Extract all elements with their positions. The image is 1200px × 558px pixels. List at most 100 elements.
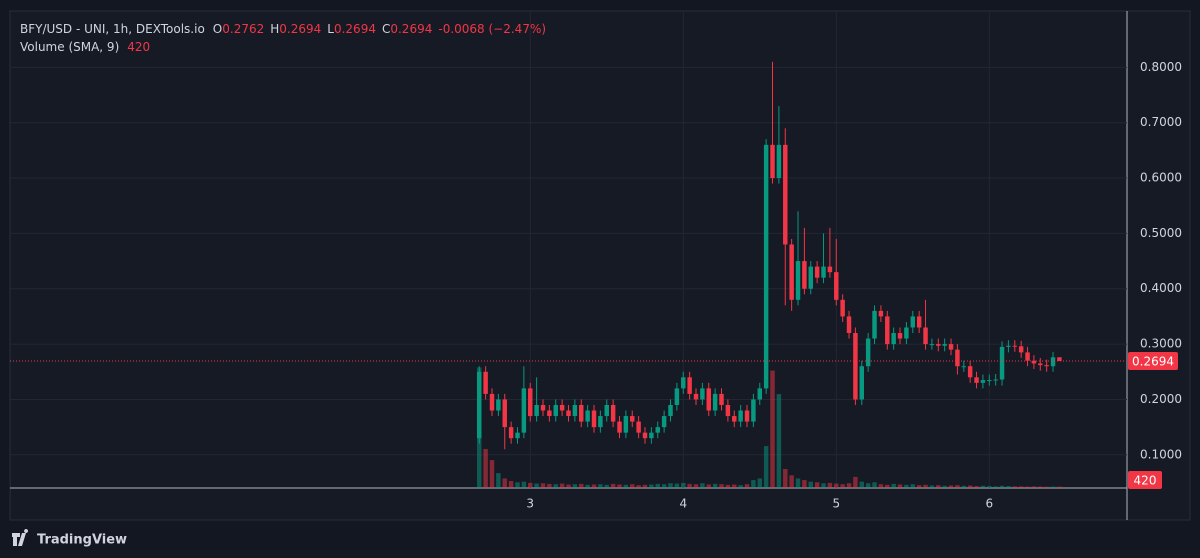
volume-value-label: 420 xyxy=(1134,474,1157,488)
volume-bar xyxy=(955,485,960,488)
brand-name: TradingView xyxy=(37,533,127,548)
candle-body xyxy=(751,399,756,422)
volume-bar xyxy=(802,480,807,488)
ohlc-label: O xyxy=(213,22,222,36)
candle-body xyxy=(891,333,896,345)
x-tick-label: 4 xyxy=(679,497,687,511)
candle-body xyxy=(566,410,571,417)
volume-bar xyxy=(885,484,890,488)
candle-body xyxy=(916,316,922,328)
candle-body xyxy=(942,344,947,346)
volume-bar xyxy=(521,481,527,488)
candle-body xyxy=(859,366,865,400)
y-tick-label: 0.2000 xyxy=(1140,392,1182,406)
y-tick-label: 0.7000 xyxy=(1140,115,1182,129)
candle-body xyxy=(834,272,839,300)
volume-bar xyxy=(725,484,731,488)
volume-bar xyxy=(789,475,794,488)
candle-body xyxy=(865,338,871,367)
volume-bar xyxy=(859,481,865,488)
candle-body xyxy=(693,393,699,400)
volume-bar xyxy=(783,468,788,488)
volume-bar xyxy=(585,484,590,488)
candle-body xyxy=(808,266,814,289)
candle-body xyxy=(929,344,935,346)
volume-bar xyxy=(706,484,711,488)
volume-bar xyxy=(993,486,998,488)
ohlc-value: 0.2694 xyxy=(279,22,321,36)
legend-line: BFY/USD - UNI, 1h, DEXTools.io O0.2762 H0.… xyxy=(20,22,546,36)
candle-body xyxy=(1012,345,1018,347)
volume-bar xyxy=(948,485,954,488)
volume-bar xyxy=(591,484,597,488)
candle-body xyxy=(681,377,686,389)
candle-body xyxy=(623,416,629,433)
ohlc-value: 0.2694 xyxy=(334,22,376,36)
ohlc-label: C xyxy=(382,22,390,36)
candle-body xyxy=(610,404,616,422)
candle-body xyxy=(706,388,711,411)
branding: TradingView xyxy=(12,529,127,548)
candle-body xyxy=(521,388,527,433)
candle-body xyxy=(540,404,546,411)
candle-body xyxy=(1031,360,1037,364)
candle-body xyxy=(483,371,488,394)
candle-body xyxy=(725,404,731,417)
candle-body xyxy=(1044,365,1049,367)
volume-bar xyxy=(1012,486,1018,488)
candle-body xyxy=(783,144,788,245)
volume-value-box xyxy=(1128,471,1162,489)
candle-body xyxy=(872,310,877,339)
volume-bar xyxy=(636,485,641,488)
volume-bar xyxy=(967,485,973,488)
candle-body xyxy=(604,404,609,417)
volume-bar xyxy=(936,485,941,488)
candle-body xyxy=(757,388,762,400)
volume-bar xyxy=(496,473,501,488)
candle-body xyxy=(1018,346,1024,353)
x-tick-label: 6 xyxy=(985,497,993,511)
volume-bar xyxy=(579,483,584,488)
ohlc-label: L xyxy=(327,22,334,36)
x-tick-label: 5 xyxy=(832,497,840,511)
volume-bar xyxy=(821,483,826,488)
candle-body xyxy=(642,432,648,439)
candle-body xyxy=(993,379,998,381)
volume-bar xyxy=(553,484,558,488)
volume-bar xyxy=(961,485,967,488)
volume-bar xyxy=(834,483,839,488)
volume-bar xyxy=(693,484,699,488)
candle-body xyxy=(948,344,954,350)
y-tick-label: 0.8000 xyxy=(1140,60,1182,74)
candle-body xyxy=(999,346,1005,380)
volume-bar xyxy=(929,485,935,488)
candle-body xyxy=(1057,357,1062,362)
volume-bar xyxy=(916,485,922,488)
candle-body xyxy=(477,371,482,439)
candle-body xyxy=(827,266,833,273)
volume-bar xyxy=(776,394,782,488)
volume-bar xyxy=(1006,486,1011,488)
y-tick-label: 0.5000 xyxy=(1140,226,1182,240)
volume-bar xyxy=(547,483,552,488)
change: -0.0068 (−2.47%) xyxy=(438,22,546,36)
volume-bar xyxy=(687,483,692,488)
volume-bar xyxy=(559,483,565,488)
volume-bar xyxy=(534,483,539,488)
volume-bar xyxy=(910,484,916,488)
candle-body xyxy=(553,404,558,417)
volume-bar xyxy=(980,485,986,488)
candle-body xyxy=(515,432,520,439)
candle-body xyxy=(987,380,992,382)
candle-body xyxy=(496,399,501,411)
volume-legend-line: Volume (SMA, 9) 420 xyxy=(20,40,150,54)
candle-body xyxy=(1025,352,1030,361)
y-tick-label: 0.3000 xyxy=(1140,337,1182,351)
volume-bar xyxy=(1050,486,1056,488)
volume-bar xyxy=(891,483,896,488)
candle-body xyxy=(1006,345,1011,347)
volume-bar xyxy=(923,484,928,488)
symbol: BFY/USD - UNI, 1h, DEXTools.io xyxy=(20,22,205,36)
candle-body xyxy=(763,144,769,389)
